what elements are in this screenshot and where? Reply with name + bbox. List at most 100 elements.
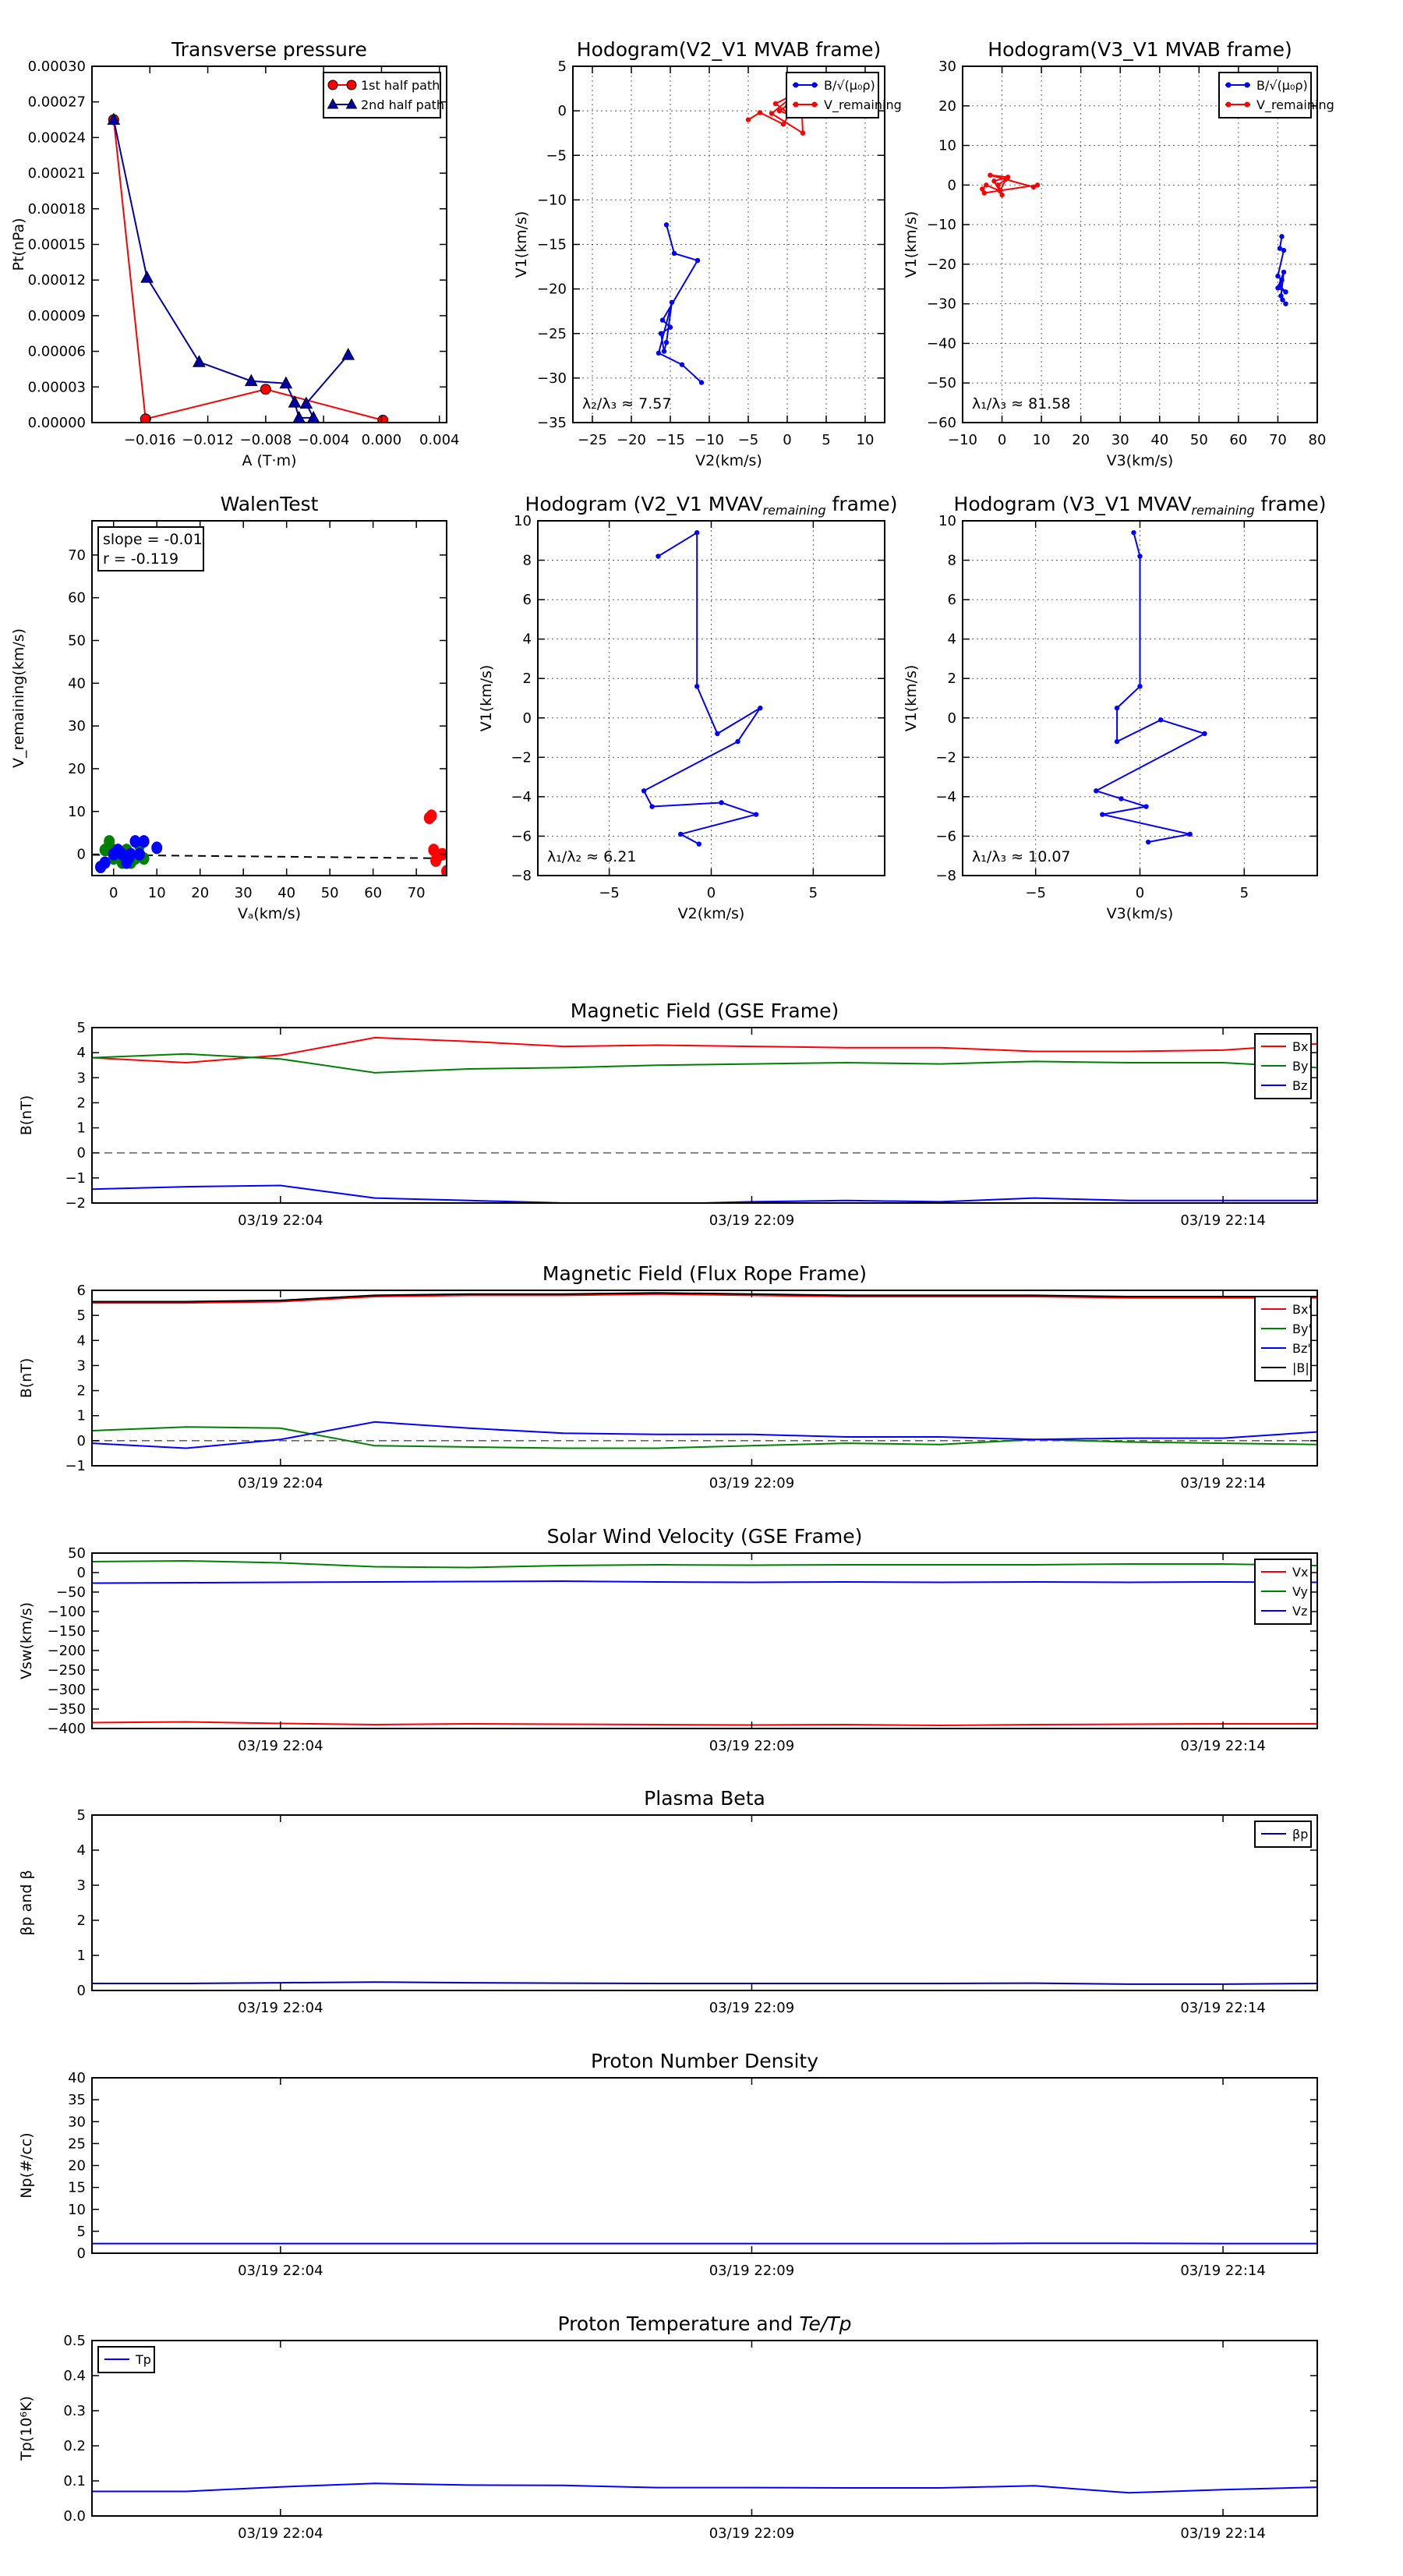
y-tick-label: 70 bbox=[68, 547, 86, 564]
y-tick-label: 1 bbox=[77, 1408, 86, 1424]
data-point bbox=[1094, 788, 1098, 793]
series-line bbox=[92, 1054, 1317, 1073]
y-tick-label: −400 bbox=[48, 1721, 86, 1737]
legend-marker bbox=[1245, 83, 1250, 88]
ratio-annotation: λ₁/λ₃ ≈ 81.58 bbox=[972, 395, 1071, 412]
x-tick-label: 03/19 22:14 bbox=[1180, 2263, 1265, 2279]
series-line bbox=[114, 120, 348, 418]
data-point bbox=[988, 172, 992, 177]
y-tick-label: 10 bbox=[68, 804, 86, 820]
series-by bbox=[92, 1054, 1317, 1073]
y-tick-label: −300 bbox=[48, 1682, 86, 1698]
x-tick-label: −15 bbox=[656, 432, 685, 448]
y-tick-label: 0.00012 bbox=[28, 272, 86, 288]
data-point bbox=[662, 349, 666, 353]
chart-title: Hodogram(V2_V1 MVAB frame) bbox=[577, 38, 881, 61]
scatter-point bbox=[139, 836, 149, 847]
x-axis-label: V3(km/s) bbox=[1107, 905, 1174, 922]
chart-title-text: Solar Wind Velocity (GSE Frame) bbox=[547, 1525, 863, 1548]
y-tick-label: 0 bbox=[77, 1983, 86, 1999]
x-tick-label: 70 bbox=[408, 885, 426, 901]
chart-title: Solar Wind Velocity (GSE Frame) bbox=[547, 1525, 863, 1548]
x-tick-label: 80 bbox=[1309, 432, 1327, 448]
x-tick-label: 03/19 22:04 bbox=[238, 1212, 323, 1229]
data-point bbox=[697, 841, 702, 846]
data-point bbox=[1188, 832, 1193, 837]
y-tick-label: −20 bbox=[537, 281, 567, 298]
scatter-point bbox=[152, 842, 162, 854]
x-tick-label: 0.004 bbox=[419, 432, 460, 448]
series-b- bbox=[656, 222, 704, 385]
y-tick-label: −15 bbox=[537, 237, 567, 253]
scatter-point bbox=[104, 836, 115, 847]
chart-title: Hodogram (V3_V1 MVAVremaining frame) bbox=[954, 493, 1327, 518]
x-tick-label: 03/19 22:09 bbox=[709, 1212, 794, 1229]
axes-frame bbox=[963, 66, 1317, 423]
y-axis-label: B(nT) bbox=[18, 1358, 35, 1399]
y-tick-label: 0 bbox=[77, 1565, 86, 1581]
x-tick-label: 30 bbox=[235, 885, 253, 901]
y-tick-label: −2 bbox=[511, 749, 532, 766]
y-tick-label: 40 bbox=[68, 675, 86, 692]
y-tick-label: 4 bbox=[77, 1045, 86, 1061]
data-point bbox=[735, 739, 740, 744]
y-tick-label: 0.3 bbox=[63, 2403, 86, 2419]
stats-line: r = -0.119 bbox=[103, 550, 178, 568]
y-tick-label: 0.00030 bbox=[28, 58, 86, 75]
x-tick-label: 5 bbox=[822, 432, 830, 448]
data-point bbox=[664, 222, 669, 227]
data-point bbox=[699, 380, 704, 384]
y-axis-label: V1(km/s) bbox=[903, 211, 920, 278]
y-tick-label: 0 bbox=[558, 103, 567, 119]
plot-area-hodoB21 bbox=[656, 90, 805, 385]
x-tick-label: 5 bbox=[809, 885, 818, 901]
x-tick-label: 5 bbox=[1240, 885, 1249, 901]
x-tick-label: 03/19 22:04 bbox=[238, 2000, 323, 2016]
ratio-annotation: λ₁/λ₃ ≈ 10.07 bbox=[972, 848, 1071, 865]
data-point bbox=[659, 331, 663, 336]
chart-title: Magnetic Field (GSE Frame) bbox=[571, 1000, 839, 1022]
y-tick-label: −60 bbox=[927, 415, 956, 431]
chart-title-end: frame) bbox=[826, 493, 898, 515]
data-point bbox=[781, 122, 786, 126]
chart-title-math: Te/Tp bbox=[799, 2312, 851, 2335]
legend-label: V_remaining bbox=[1256, 97, 1334, 113]
y-tick-label: 0.00000 bbox=[28, 415, 86, 431]
series-line bbox=[1096, 533, 1204, 842]
y-tick-label: 0.00015 bbox=[28, 237, 86, 253]
legend-label: B/√(μ₀ρ) bbox=[824, 78, 875, 93]
legend-marker bbox=[328, 80, 337, 90]
legend-label: By' bbox=[1292, 1322, 1312, 1336]
y-tick-label: −4 bbox=[511, 789, 532, 805]
legend: Bx'By'Bz'|B| bbox=[1255, 1297, 1312, 1381]
x-tick-label: 10 bbox=[148, 885, 166, 901]
data-point bbox=[1143, 804, 1148, 809]
y-tick-label: 0.00006 bbox=[28, 344, 86, 360]
y-tick-label: 6 bbox=[948, 592, 956, 608]
x-tick-label: 50 bbox=[321, 885, 339, 901]
y-tick-label: 0 bbox=[948, 710, 956, 727]
chart-title: Magnetic Field (Flux Rope Frame) bbox=[542, 1262, 867, 1285]
y-tick-label: 0.2 bbox=[63, 2438, 86, 2454]
y-tick-label: 3 bbox=[77, 1357, 86, 1374]
y-tick-label: 8 bbox=[948, 553, 956, 569]
y-tick-label: 1 bbox=[77, 1948, 86, 1964]
y-tick-label: 4 bbox=[77, 1332, 86, 1349]
x-tick-label: 0 bbox=[707, 885, 716, 901]
legend-label: 2nd half path bbox=[361, 97, 444, 112]
data-point bbox=[1281, 248, 1286, 253]
x-tick-label: −0.016 bbox=[124, 432, 176, 448]
legend-label: Bz' bbox=[1292, 1341, 1311, 1356]
plot-area-tpr bbox=[92, 2483, 1317, 2493]
y-tick-label: −6 bbox=[935, 828, 956, 844]
plot-area-walen bbox=[92, 810, 452, 877]
data-point bbox=[1131, 530, 1136, 535]
chart-title-text: Magnetic Field (GSE Frame) bbox=[571, 1000, 839, 1022]
data-point bbox=[1275, 285, 1280, 290]
